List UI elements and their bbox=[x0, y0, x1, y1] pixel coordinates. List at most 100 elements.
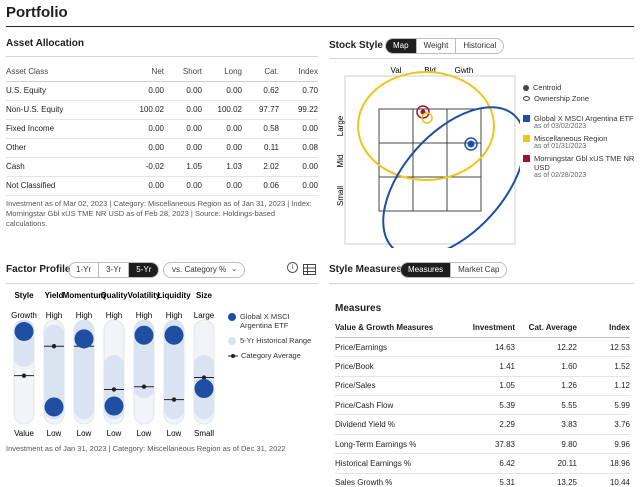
measure-name-cell: Long-Term Earnings % bbox=[335, 434, 453, 455]
value-cell: 0.00 bbox=[116, 81, 164, 101]
measure-value-cell: 37.83 bbox=[453, 434, 515, 455]
factor-top-label: High bbox=[76, 311, 92, 320]
value-cell: 0.06 bbox=[242, 176, 279, 196]
value-cell: 0.00 bbox=[164, 100, 202, 120]
factor-bottom-label: Low bbox=[47, 429, 62, 438]
measure-value-cell: 13.25 bbox=[515, 473, 577, 487]
tab-3yr[interactable]: 3-Yr bbox=[99, 263, 130, 277]
factor-profile-title: Factor Profile bbox=[6, 264, 71, 275]
factor-bottom-label: Low bbox=[107, 429, 122, 438]
category-average-icon bbox=[228, 353, 238, 358]
tab-measures[interactable]: Measures bbox=[401, 263, 452, 277]
factor-label-size: Size bbox=[196, 291, 213, 300]
table-icon[interactable] bbox=[303, 264, 316, 275]
tab-5yr[interactable]: 5-Yr bbox=[129, 263, 159, 277]
range-dot-icon bbox=[228, 337, 236, 345]
style-measures-tabs: Measures Market Cap bbox=[400, 262, 508, 278]
factor-legend-cat: Category Average bbox=[228, 351, 318, 360]
stock-style-legend: Centroid Ownership Zone Global X MSCI Ar… bbox=[523, 82, 635, 179]
asset-class-cell: Cash bbox=[6, 157, 116, 177]
factor-legend-range: 5-Yr Historical Range bbox=[228, 336, 318, 345]
ownership-zone-icon bbox=[523, 96, 530, 101]
measure-value-cell: 1.41 bbox=[453, 356, 515, 377]
value-cell: 97.77 bbox=[242, 100, 279, 120]
factor-legend: Global X MSCI Argentina ETF 5-Yr Histori… bbox=[228, 312, 318, 360]
legend-category-name: Miscellaneous Region bbox=[534, 134, 608, 143]
row-label-large: Large bbox=[336, 115, 345, 136]
factor-label-momentum: Momentum bbox=[63, 291, 106, 300]
value-cell: 0.00 bbox=[279, 157, 318, 177]
table-row: Dividend Yield % 2.29 3.83 3.76 bbox=[335, 414, 630, 435]
value-cell: 0.62 bbox=[242, 81, 279, 101]
row-label-mid: Mid bbox=[336, 155, 345, 168]
factor-label-volatility: Volatility bbox=[128, 291, 161, 300]
measure-value-cell: 1.26 bbox=[515, 376, 577, 397]
legend-index-name: Morningstar Gbl xUS TME NR USD bbox=[534, 154, 635, 172]
compare-select[interactable]: vs. Category % ⌄ bbox=[163, 262, 245, 278]
value-cell: 0.00 bbox=[116, 119, 164, 139]
style-measures-table: Value & Growth Measures Investment Cat. … bbox=[335, 318, 630, 487]
factor-category-marker bbox=[171, 397, 177, 402]
value-cell: 0.00 bbox=[202, 138, 242, 158]
factor-legend-fund-label: Global X MSCI Argentina ETF bbox=[240, 312, 290, 330]
value-cell: 0.70 bbox=[279, 81, 318, 101]
factor-category-marker bbox=[51, 344, 57, 349]
factor-label-liquidity: Liquidity bbox=[157, 291, 191, 300]
col-label-bld: Bld bbox=[424, 66, 436, 75]
category-centroid bbox=[421, 112, 433, 124]
asset-class-cell: Other bbox=[6, 138, 116, 158]
factor-legend-cat-label: Category Average bbox=[241, 351, 301, 360]
tab-1yr[interactable]: 1-Yr bbox=[69, 263, 100, 277]
value-cell: 0.11 bbox=[242, 138, 279, 158]
centroid-dot-icon bbox=[523, 84, 529, 91]
legend-index-date: as of 02/28/2023 bbox=[534, 172, 587, 179]
measure-value-cell: 5.39 bbox=[453, 395, 515, 416]
measure-name-cell: Price/Sales bbox=[335, 376, 453, 397]
factor-top-label: Large bbox=[194, 311, 215, 320]
value-cell: 0.00 bbox=[202, 176, 242, 196]
factor-bottom-label: Low bbox=[137, 429, 152, 438]
legend-category-date: as of 01/31/2023 bbox=[534, 143, 587, 150]
value-cell: 100.02 bbox=[202, 100, 242, 120]
stock-style-tabs: Map Weight Historical bbox=[385, 38, 505, 54]
tab-map[interactable]: Map bbox=[386, 39, 417, 53]
factor-profile-chart: Style Growth Value Yield High Low Momentum High… bbox=[11, 291, 215, 438]
measure-value-cell: 14.63 bbox=[453, 337, 515, 358]
col-short: Short bbox=[164, 62, 202, 82]
factor-historical-range bbox=[164, 320, 184, 420]
asset-class-cell: Not Classified bbox=[6, 176, 116, 196]
tab-market-cap[interactable]: Market Cap bbox=[458, 265, 500, 274]
value-cell: 0.00 bbox=[279, 176, 318, 196]
info-icon[interactable]: i bbox=[287, 262, 298, 273]
measure-value-cell: 3.83 bbox=[515, 414, 577, 435]
measure-value-cell: 6.42 bbox=[453, 453, 515, 474]
table-row: Price/Book 1.41 1.60 1.52 bbox=[335, 356, 630, 377]
measure-name-cell: Price/Cash Flow bbox=[335, 395, 453, 416]
measure-value-cell: 3.76 bbox=[577, 414, 630, 435]
legend-item-fund: Global X MSCI Argentina ETF as of 03/02/… bbox=[523, 114, 635, 130]
fund-ownership-zone bbox=[382, 106, 520, 248]
col-cat-average: Cat. Average bbox=[515, 318, 577, 338]
measure-value-cell: 1.60 bbox=[515, 356, 577, 377]
col-asset-class: Asset Class bbox=[6, 62, 116, 82]
factor-label-style: Style bbox=[14, 291, 34, 300]
value-cell: 0.00 bbox=[116, 138, 164, 158]
measure-name-cell: Dividend Yield % bbox=[335, 414, 453, 435]
col-cat: Cat. bbox=[242, 62, 279, 82]
value-cell: 0.00 bbox=[202, 119, 242, 139]
fund-centroid-dot bbox=[467, 140, 475, 148]
tab-historical[interactable]: Historical bbox=[463, 41, 497, 50]
stock-style-map: Val Bld Gwth Large Mid Small bbox=[336, 66, 520, 248]
col-index: Index bbox=[279, 62, 318, 82]
measure-name-cell: Price/Book bbox=[335, 356, 453, 377]
compare-select-value: vs. Category % bbox=[172, 265, 227, 274]
factor-label-quality: Quality bbox=[100, 291, 128, 300]
factor-fund-marker bbox=[44, 397, 64, 417]
value-cell: 0.00 bbox=[164, 119, 202, 139]
factor-historical-range bbox=[44, 324, 64, 420]
measure-value-cell: 5.31 bbox=[453, 473, 515, 487]
legend-centroid: Centroid bbox=[523, 82, 635, 93]
table-row: Historical Earnings % 6.42 20.11 18.96 bbox=[335, 453, 630, 474]
tab-weight[interactable]: Weight bbox=[417, 39, 457, 53]
factor-bottom-label: Value bbox=[14, 429, 34, 438]
